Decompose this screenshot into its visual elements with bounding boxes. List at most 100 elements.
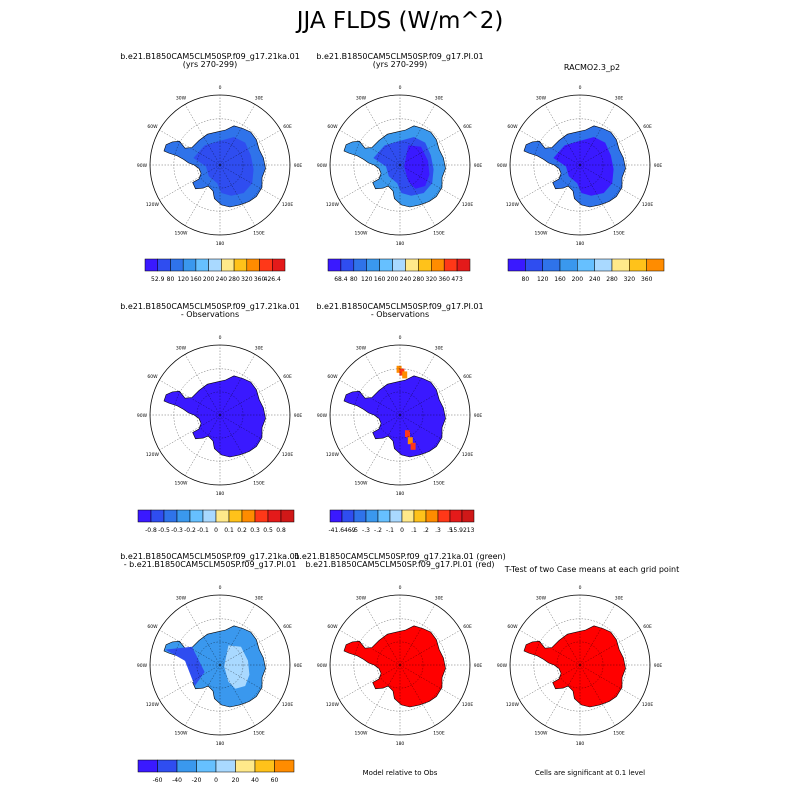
colorbar-label: 360	[641, 276, 653, 283]
panel-5-colorbar: -41.6469-.5 -.3 -.2 -.1 0 .1 .2 .3 .515.9213	[329, 509, 475, 534]
lon-label: 90W	[137, 163, 148, 169]
lon-label: 60W	[327, 374, 338, 380]
lon-label: 150W	[534, 231, 548, 237]
colorbar-swatch	[456, 258, 471, 272]
colorbar-label: 0.5	[263, 527, 273, 534]
meridian-line	[364, 354, 401, 416]
anomaly-spot	[410, 442, 416, 450]
panel-4-map: 0 30E 60E 90E 120E 150E 180 150W 120W 90W 60W 30W	[137, 335, 303, 497]
panel-1-map: 0 30E 60E 90E 120E 150E 180 150W 120W 90W 60W 30W	[137, 85, 303, 247]
colorbar-label: 40	[251, 777, 259, 784]
colorbar-swatch	[176, 759, 197, 773]
panel-2-subtitle: (yrs 270-299)	[372, 60, 428, 69]
colorbar-label: 426.4	[264, 276, 281, 283]
colorbar-label: 120	[537, 276, 549, 283]
meridian-line	[184, 604, 221, 666]
meridian-line	[519, 664, 581, 701]
colorbar-swatch	[437, 509, 451, 523]
meridian-line	[219, 164, 256, 226]
lon-label: 150W	[354, 231, 368, 237]
colorbar-swatch	[150, 509, 165, 523]
colorbar-label: 68.4	[334, 276, 348, 283]
colorbar-swatch	[228, 509, 243, 523]
lon-label: 30W	[356, 95, 367, 101]
colorbar-label: 0.1	[224, 527, 234, 534]
colorbar-swatch	[365, 509, 379, 523]
lon-label: 120W	[146, 452, 160, 458]
panel-3-colorbar: 80 120 160 200 240 280 320 360	[507, 258, 665, 283]
lon-label: 30E	[255, 595, 264, 601]
parallel-line	[376, 641, 424, 689]
lon-label: 150E	[613, 231, 625, 237]
anomaly-spot	[405, 430, 410, 438]
meridian-line	[219, 414, 281, 451]
colorbar-swatch	[329, 509, 343, 523]
panel-5-title: b.e21.B1850CAM5CLM50SP.f09_g17.PI.01	[316, 302, 484, 311]
lon-label: 180	[576, 741, 585, 747]
colorbar-label: -.1	[386, 527, 394, 534]
lon-label: 60E	[283, 374, 292, 380]
meridian-line	[399, 664, 436, 726]
lon-label: 90E	[474, 663, 483, 669]
lon-label: 150W	[174, 731, 188, 737]
lon-label: 0	[219, 85, 222, 91]
colorbar-label: 200	[203, 276, 215, 283]
colorbar-label: .1	[411, 527, 417, 534]
lon-label: 180	[396, 241, 405, 247]
colorbar-swatch	[221, 258, 235, 272]
colorbar-label: 240	[589, 276, 601, 283]
colorbar-label: 80	[350, 276, 358, 283]
meridian-line	[219, 104, 256, 166]
meridian-line	[159, 379, 221, 416]
colorbar-label: 120	[177, 276, 189, 283]
interior-field	[193, 137, 254, 196]
lon-label: 150E	[253, 231, 265, 237]
lon-label: 150E	[253, 481, 265, 487]
colorbar-label: 360	[254, 276, 266, 283]
colorbar-label: 320	[241, 276, 253, 283]
colorbar-label: .2	[423, 527, 429, 534]
colorbar-swatch	[196, 759, 217, 773]
lon-label: 30E	[435, 345, 444, 351]
meridian-line	[339, 164, 401, 201]
colorbar-swatch	[274, 759, 295, 773]
meridian-line	[219, 414, 256, 476]
lon-label: 30W	[536, 595, 547, 601]
meridian-line	[219, 664, 256, 726]
colorbar-swatch	[280, 509, 295, 523]
colorbar-label: 240	[400, 276, 412, 283]
colorbar-label: -0.3	[171, 527, 183, 534]
colorbar-label: -41.6469	[329, 527, 356, 534]
colorbar-label: 0.3	[250, 527, 260, 534]
colorbar-swatch	[189, 509, 204, 523]
colorbar-swatch	[629, 258, 647, 272]
meridian-line	[399, 414, 436, 476]
parallel-line	[353, 618, 447, 712]
lon-label: 150E	[433, 481, 445, 487]
lon-label: 30E	[615, 595, 624, 601]
colorbar-swatch	[208, 258, 222, 272]
colorbar-swatch	[353, 509, 367, 523]
colorbar-swatch	[379, 258, 393, 272]
colorbar-swatch	[431, 258, 445, 272]
colorbar-label: -0.8	[145, 527, 157, 534]
panel-4-colorbar: -0.8 -0.5 -0.3 -0.2 -0.1 0 0.1 0.2 0.3 0.5 0.8	[137, 509, 295, 534]
lon-label: 120W	[326, 452, 340, 458]
colorbar-swatch	[507, 258, 526, 272]
colorbar-swatch	[577, 258, 595, 272]
lon-label: 60E	[463, 124, 472, 130]
panel-7-map: 0 30E 60E 90E 120E 150E 180 150W 120W 90W 60W 30W	[317, 585, 483, 747]
lon-label: 60E	[463, 374, 472, 380]
colorbar-label: -60	[153, 777, 163, 784]
lon-label: 30W	[176, 595, 187, 601]
lon-label: 150E	[433, 731, 445, 737]
colorbar-label: 473	[451, 276, 463, 283]
panel-1-title: b.e21.B1850CAM5CLM50SP.f09_g17.21ka.01	[120, 52, 300, 61]
colorbar-swatch	[267, 509, 282, 523]
panel-7-subtitle: b.e21.B1850CAM5CLM50SP.f09_g17.PI.01 (re…	[305, 560, 495, 569]
colorbar-label: 0	[214, 527, 218, 534]
colorbar-label: -40	[172, 777, 182, 784]
meridian-line	[544, 164, 581, 226]
colorbar-label: 320	[624, 276, 636, 283]
panel-2-map: 0 30E 60E 90E 120E 150E 180 150W 120W 90W 60W 30W	[317, 85, 483, 247]
